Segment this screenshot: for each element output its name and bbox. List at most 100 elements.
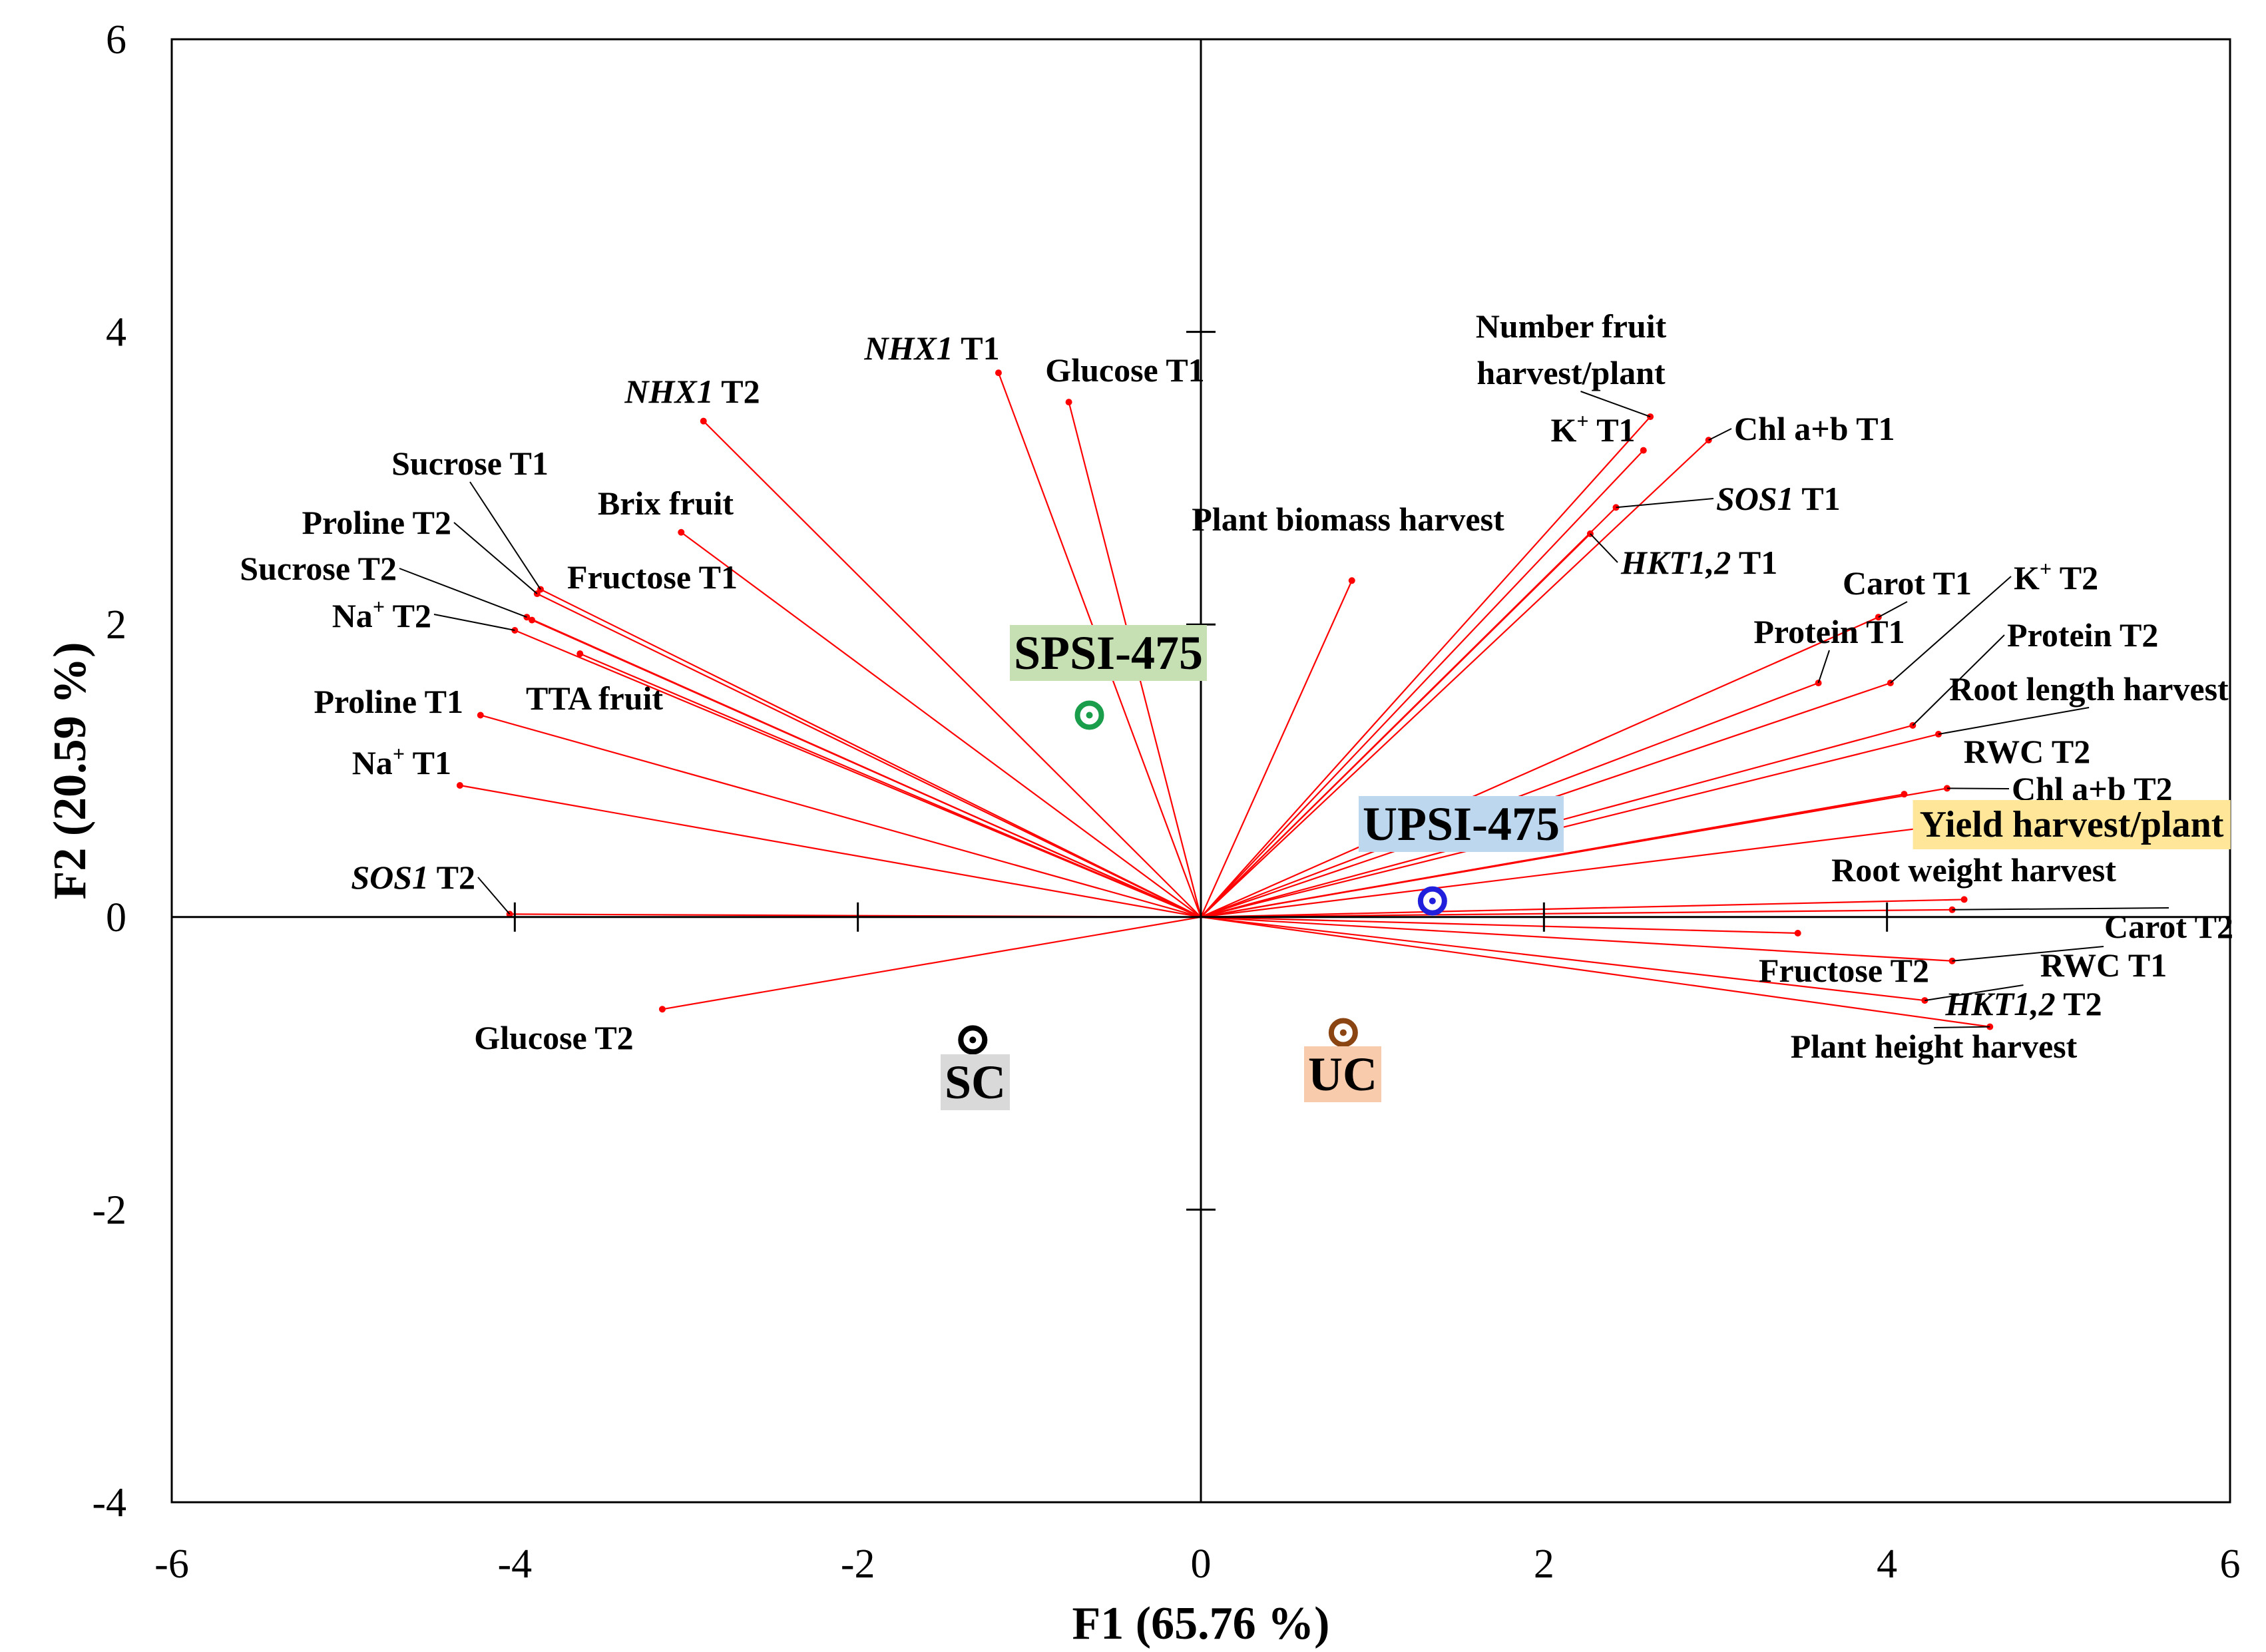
x-tick-label: -4 (498, 1542, 533, 1587)
leader-sos1-t1 (1616, 498, 1714, 509)
label-part: RWC T1 (2040, 946, 2167, 984)
label-part: Protein T2 (2007, 616, 2158, 654)
variable-labels: NHX1 T1 Glucose T1 NHX1 T2 Brix fruit Sucros… (240, 308, 2233, 1065)
obs-label-bg-uc (1304, 1046, 1381, 1102)
y-tick-label: 0 (106, 895, 126, 940)
label-tta-fruit: TTA fruit (526, 680, 663, 717)
vector-brix-fruit (680, 531, 1202, 918)
obs-dot-spsi (1086, 712, 1093, 719)
vector-tip-proline-t1 (477, 712, 484, 719)
label-part: Sucrose T1 (391, 445, 549, 482)
leader-sos1-t2 (477, 877, 511, 915)
obs-label-spsi: SPSI-475 (1014, 626, 1203, 680)
vector-tip-fructose-t2 (1794, 929, 1801, 936)
label-part: Root weight harvest (1831, 851, 2116, 889)
leader-sucrose-t1 (469, 481, 541, 590)
leader-number-fruit (1580, 391, 1651, 418)
vector-tip-fructose-t1 (529, 616, 536, 624)
x-tick-label: 6 (2220, 1542, 2241, 1587)
obs-label-uc: UC (1308, 1048, 1377, 1101)
zero-axes (172, 39, 2230, 1502)
label-part: T1 (1589, 411, 1636, 449)
vector-tip-glucose-t2 (658, 1006, 666, 1013)
label-part: NHX1 (624, 373, 713, 410)
y-tick-label: -2 (92, 1187, 126, 1233)
loading-vectors (456, 369, 2011, 1030)
leader-hkt-t2 (1925, 984, 2024, 1002)
leader-proline-t2 (453, 522, 538, 594)
leader-root-length (1938, 707, 2090, 735)
vector-carot-t2 (1200, 909, 1952, 918)
vector-sucrose-t1 (540, 588, 1202, 918)
obs-label-bg-spsi (1009, 625, 1208, 681)
label-part: T1 (953, 329, 1000, 367)
vector-yield (1200, 817, 2008, 918)
vector-root-length (1200, 733, 1939, 918)
label-na-t2: Na+ T2 (332, 594, 431, 634)
leader-hkt-t1 (1590, 533, 1618, 563)
x-axis-title: F1 (65.76 %) (1072, 1598, 1330, 1649)
obs-label-upsi: UPSI-475 (1363, 797, 1560, 851)
label-sucrose-t1: Sucrose T1 (391, 445, 549, 482)
x-tick-label: 4 (1877, 1542, 1897, 1587)
vector-tip-plant-biomass (1348, 577, 1355, 584)
vector-tip-na-t1 (456, 781, 463, 789)
vector-k-t1 (1200, 449, 1644, 918)
label-part: T2 (385, 597, 431, 634)
label-sucrose-t2: Sucrose T2 (240, 550, 397, 587)
label-leaders (399, 391, 2169, 1028)
label-part: TTA fruit (526, 680, 663, 717)
label-part: T2 (2056, 985, 2102, 1022)
label-k-t2: K+ T2 (2014, 556, 2098, 596)
label-part: Proline T2 (302, 504, 451, 541)
label-hkt-t1: HKT1,2 T1 (1620, 544, 1777, 581)
label-part: Carot T1 (1843, 564, 1972, 602)
vector-tip-brix-fruit (678, 528, 685, 536)
label-part: HKT1,2 (1944, 985, 2055, 1022)
label-part: RWC T2 (1964, 733, 2090, 770)
label-chl-t1: Chl a+b T1 (1734, 410, 1895, 447)
label-part: Proline T1 (314, 683, 463, 720)
leader-na-t2 (433, 614, 515, 631)
x-tick-label: 2 (1534, 1542, 1554, 1587)
label-number-fruit-line2: harvest/plant (1476, 354, 1666, 391)
label-sos1-t2: SOS1 T2 (351, 859, 475, 896)
y-tick-label: 6 (106, 17, 126, 63)
label-root-length: Root length harvest (1949, 670, 2229, 708)
label-k-t1: K+ T1 (1550, 409, 1635, 449)
vector-tip-nhx1-t1 (995, 369, 1002, 377)
observation-points: SPSI-475 UPSI-475 SC UC (940, 625, 1564, 1110)
vector-chl-t1 (1200, 439, 1709, 918)
obs-label-bg-sc (940, 1054, 1011, 1110)
label-part: Sucrose T2 (240, 550, 397, 587)
vector-tip-root-weight (1960, 896, 1968, 903)
vector-root-weight (1200, 899, 1964, 918)
obs-label-bg-upsi (1358, 796, 1564, 852)
x-tick-label: -6 (154, 1542, 189, 1587)
label-part: Root length harvest (1949, 670, 2229, 708)
axis-ticks: -6 -4 -2 0 2 4 6 -4 -2 0 2 4 6 (92, 17, 2240, 1587)
label-nhx1-t2: NHX1 T2 (624, 373, 760, 410)
vector-tip-nhx1-t2 (700, 417, 707, 425)
vector-tip-k-t1 (1640, 447, 1647, 454)
vector-glucose-t2 (662, 916, 1202, 1010)
vector-na-t1 (459, 784, 1202, 918)
leader-carot-t1 (1878, 601, 1908, 618)
label-part: Na (352, 744, 393, 781)
label-carot-t1: Carot T1 (1843, 564, 1972, 602)
obs-dot-uc (1339, 1029, 1347, 1036)
vector-tip-glucose-t1 (1065, 399, 1072, 406)
label-part: T1 (1731, 544, 1777, 581)
label-rwc-t2: RWC T2 (1964, 733, 2090, 770)
vector-hkt-t1 (1200, 533, 1591, 918)
label-proline-t2: Proline T2 (302, 504, 451, 541)
label-part: T1 (1794, 480, 1841, 517)
label-part: Fructose T1 (567, 558, 738, 596)
leader-k-t2 (1890, 576, 2012, 684)
label-hkt-t2: HKT1,2 T2 (1944, 985, 2102, 1022)
label-yield: Yield harvest/plant (1920, 804, 2224, 845)
label-brix-fruit: Brix fruit (598, 485, 734, 522)
vector-hkt-t2 (1200, 916, 1925, 1002)
label-part: SOS1 (1716, 480, 1794, 517)
label-rwc-t1: RWC T1 (2040, 946, 2167, 984)
